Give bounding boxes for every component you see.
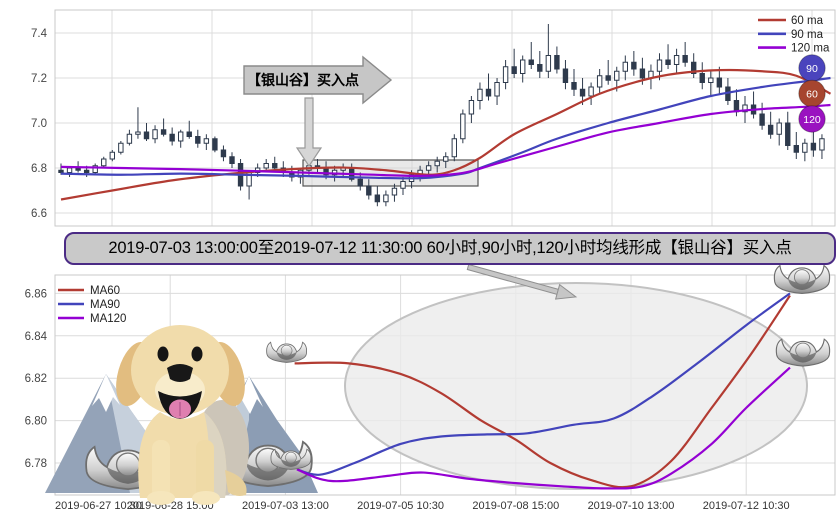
silver-ingot-icon (773, 265, 831, 295)
badge-label: 120 (803, 114, 821, 126)
legend-label: 90 ma (791, 29, 824, 41)
legend-label: MA90 (90, 299, 120, 311)
bottom-y-axis: 6.86 6.84 6.82 6.80 6.78 (25, 288, 48, 470)
y-tick-label: 6.8 (31, 163, 47, 175)
signal-banner: 2019-07-03 13:00:00至2019-07-12 11:30:00 … (64, 232, 836, 265)
top-legend: 60 ma 90 ma 120 ma (758, 15, 830, 55)
bottom-left-illustration (45, 325, 318, 505)
annotation-flag-shape (243, 55, 393, 105)
x-tick-label: 2019-07-12 10:30 (703, 500, 790, 512)
y-tick-label: 7.0 (31, 118, 47, 130)
legend-label: 60 ma (791, 15, 824, 27)
buy-point-annotation: 【银山谷】买入点 (243, 55, 393, 168)
x-tick-label: 2019-07-10 13:00 (588, 500, 675, 512)
silver-valley-ellipse (344, 282, 808, 490)
x-tick-label: 2019-07-05 10:30 (357, 500, 444, 512)
legend-item-MA120: MA120 (58, 313, 126, 325)
y-tick-label: 6.80 (25, 416, 47, 428)
bottom-legend: MA60 MA90 MA120 (58, 285, 126, 325)
ma-badge-90: 90 (798, 54, 826, 82)
annotation-label: 【银山谷】买入点 (247, 72, 359, 88)
y-tick-label: 6.84 (25, 331, 48, 343)
badge-label: 60 (806, 88, 818, 100)
top-ma-line-120ma (60, 103, 831, 177)
top-grid (54, 9, 836, 227)
legend-item-120ma: 120 ma (758, 43, 830, 55)
legend-item-MA60: MA60 (58, 285, 120, 297)
silver-ingot-icon (266, 341, 308, 363)
ma-badge-120: 120 (798, 105, 826, 133)
y-tick-label: 6.82 (25, 373, 47, 385)
legend-item-60ma: 60 ma (758, 15, 824, 27)
x-tick-label: 2019-06-27 10:30 (55, 500, 142, 512)
y-tick-label: 6.86 (25, 288, 47, 300)
y-tick-label: 7.4 (31, 28, 48, 40)
down-arrow-icon (295, 97, 323, 168)
x-tick-label: 2019-07-08 15:00 (472, 500, 559, 512)
bottom-ma-line-MA90 (296, 292, 791, 476)
bottom-ma-line-MA60 (294, 294, 791, 489)
legend-label: MA60 (90, 285, 120, 297)
ma-badge-60: 60 (798, 79, 826, 108)
legend-item-MA90: MA90 (58, 299, 120, 311)
legend-label: 120 ma (791, 43, 830, 55)
y-tick-label: 6.78 (25, 458, 47, 470)
top-y-axis: 7.4 7.2 7.0 6.8 6.6 (31, 28, 48, 220)
x-tick-label: 2019-07-03 13:00 (242, 500, 329, 512)
ma-badges: 90 60 120 (798, 54, 826, 133)
dog-illustration (116, 325, 249, 505)
badge-label: 90 (806, 63, 818, 75)
legend-item-90ma: 90 ma (758, 29, 824, 41)
y-tick-label: 7.2 (31, 73, 47, 85)
bottom-ma-line-MA120 (296, 366, 791, 490)
banner-pointer-arrow-icon (466, 263, 578, 300)
x-tick-label: 2019-06-28 15:00 (127, 500, 214, 512)
legend-label: MA120 (90, 313, 126, 325)
y-tick-label: 6.6 (31, 208, 47, 220)
